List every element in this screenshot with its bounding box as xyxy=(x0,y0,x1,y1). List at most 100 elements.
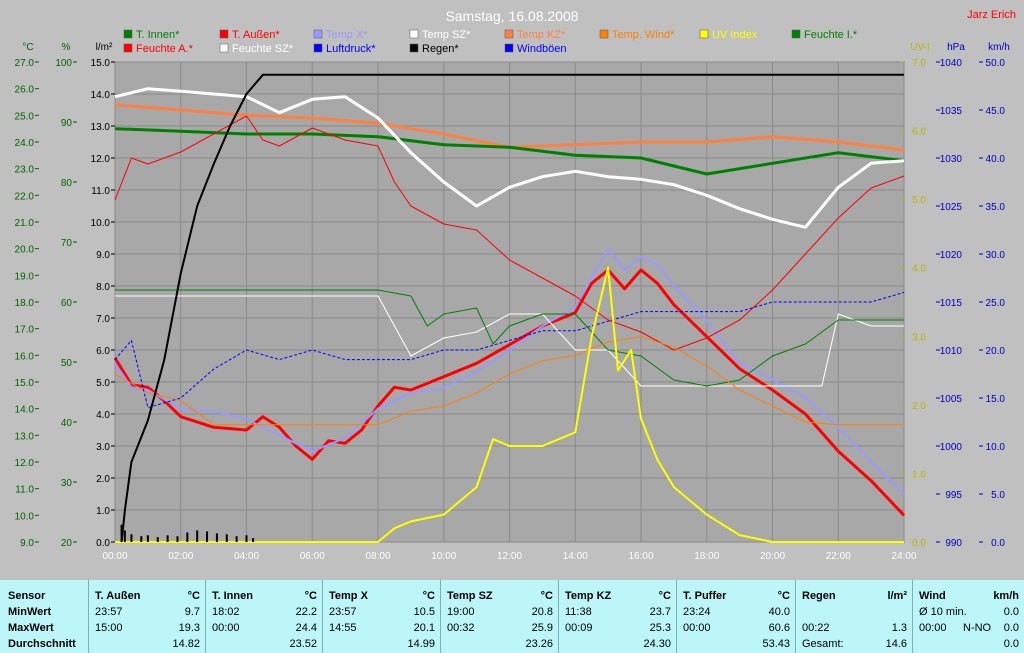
axis-tick-label: 1025 xyxy=(940,202,963,213)
legend-label: Windböen xyxy=(517,43,567,55)
axis-tick-label: 10.0 xyxy=(91,218,111,229)
max-row: 00:09 25.3 xyxy=(565,620,671,636)
author-label: Jarz Erich xyxy=(967,9,1016,21)
axis-tick-label: 9.0 xyxy=(20,538,34,549)
x-tick-label: 12:00 xyxy=(497,551,522,562)
axis-tick-label: 2.0 xyxy=(912,401,926,412)
axis-tick-label: 1040 xyxy=(940,58,963,69)
axis-tick-label: 27.0 xyxy=(15,58,35,69)
cell-value: 25.3 xyxy=(649,622,671,634)
axis-tick-label: 1000 xyxy=(940,442,963,453)
avg-row: 14.82 xyxy=(95,636,200,652)
sensor-unit: °C xyxy=(304,590,317,602)
series-line xyxy=(115,73,904,543)
series-line xyxy=(115,266,904,543)
axis-tick-label: 26.0 xyxy=(15,85,35,96)
axis-tick-label: 15.0 xyxy=(986,394,1006,405)
cell-time: 00:22 xyxy=(802,622,830,634)
axis-tick-label: 20.0 xyxy=(15,245,35,256)
cell-time: 18:02 xyxy=(212,606,240,618)
min-row: 18:02 22.2 xyxy=(212,604,317,620)
axis-tick-label: 22.0 xyxy=(15,191,35,202)
series-line xyxy=(114,336,904,426)
legend-swatch xyxy=(599,29,609,39)
cell-value: 23.26 xyxy=(525,638,553,650)
stats-column: Regen l/m² 00:22 1.3 Gesamt: 14.6 xyxy=(795,580,913,653)
legend-swatch xyxy=(313,29,323,39)
series-line xyxy=(113,268,906,517)
max-row: 00:22 1.3 xyxy=(802,620,907,636)
min-row: 23:57 9.7 xyxy=(95,604,200,620)
axis-tick-label: 1030 xyxy=(940,154,963,165)
min-row xyxy=(802,604,907,620)
legend-label: Feuchte I.* xyxy=(804,29,858,41)
axis-tick-label: 1035 xyxy=(940,106,963,117)
min-row: Ø 10 min. 0.0 xyxy=(919,604,1019,620)
axis-tick-label: 12.0 xyxy=(91,154,111,165)
cell-value: 9.7 xyxy=(184,606,200,618)
x-tick-label: 14:00 xyxy=(563,551,588,562)
sensor-unit: °C xyxy=(540,590,553,602)
max-row: 00:00 60.6 xyxy=(683,620,790,636)
axis-tick-label: 15.0 xyxy=(91,58,111,69)
axis-unit: UV-I xyxy=(910,42,929,53)
max-row: 00:00 24.4 xyxy=(212,620,317,636)
min-row: 19:00 20.8 xyxy=(447,604,553,620)
axis-unit: km/h xyxy=(988,42,1010,53)
column-header: Temp SZ °C xyxy=(447,588,553,604)
cell-value: 60.6 xyxy=(768,622,790,634)
legend-swatch xyxy=(219,43,229,53)
sensor-unit: km/h xyxy=(993,590,1019,602)
column-header: Temp KZ °C xyxy=(565,588,671,604)
cell-value: 1.3 xyxy=(891,622,907,634)
sensor-name: T. Außen xyxy=(95,590,141,602)
axis-tick-label: 6.0 xyxy=(912,127,926,138)
sensor-name: Regen xyxy=(802,590,836,602)
sensor-name: Temp X xyxy=(329,590,368,602)
axis-tick-label: 40.0 xyxy=(986,154,1006,165)
axis-unit: hPa xyxy=(947,42,965,53)
legend-swatch xyxy=(123,29,133,39)
axis-tick-label: 50 xyxy=(61,358,73,369)
axis-unit: °C xyxy=(22,42,33,53)
min-row: 11:38 23.7 xyxy=(565,604,671,620)
cell-time: 15:00 xyxy=(95,622,123,634)
axis-tick-label: 6.0 xyxy=(96,346,110,357)
series-line xyxy=(115,295,904,387)
wind-direction: N-NO xyxy=(963,622,992,634)
axis-tick-label: 13.0 xyxy=(15,431,35,442)
axis-tick-label: 5.0 xyxy=(991,490,1005,501)
cell-value: 19.3 xyxy=(178,622,200,634)
min-row: 23:57 10.5 xyxy=(329,604,435,620)
series-line xyxy=(114,87,905,229)
legend-swatch xyxy=(791,29,801,39)
axis-tick-label: 30 xyxy=(61,478,73,489)
cell-value: 53.43 xyxy=(762,638,790,650)
axis-tick-label: 5.0 xyxy=(912,195,926,206)
cell-value: 14.82 xyxy=(172,638,200,650)
stats-column: Temp SZ °C 19:00 20.8 00:32 25.9 23.26 xyxy=(440,580,559,653)
cell-value: 24.30 xyxy=(643,638,671,650)
cell-time: 00:09 xyxy=(565,622,593,634)
avg-row: 23.52 xyxy=(212,636,317,652)
stats-column: T. Innen °C 18:02 22.2 00:00 24.4 23.52 xyxy=(205,580,323,653)
legend-label: Feuchte A.* xyxy=(136,43,194,55)
cell-value: 0.0 xyxy=(1003,606,1019,618)
legend-label: Regen* xyxy=(422,43,459,55)
avg-row: Gesamt: 14.6 xyxy=(802,636,907,652)
row-label-max: MaxWert xyxy=(8,622,54,634)
stats-column: Wind km/h Ø 10 min. 0.0 00:00 0.0 N-NO 0.0 xyxy=(912,580,1024,653)
axis-tick-label: 12.0 xyxy=(15,458,35,469)
axis-tick-label: 0.0 xyxy=(912,538,926,549)
axis-tick-label: 16.0 xyxy=(15,351,35,362)
axis-tick-label: 7.0 xyxy=(96,314,110,325)
sensor-unit: °C xyxy=(777,590,790,602)
axis-tick-label: 1015 xyxy=(940,298,963,309)
column-header: T. Puffer °C xyxy=(683,588,790,604)
legend-label: T. Innen* xyxy=(136,29,180,41)
axis-unit: l/m² xyxy=(96,42,113,53)
x-tick-label: 06:00 xyxy=(300,551,325,562)
legend-swatch xyxy=(504,43,514,53)
axis-tick-label: 20.0 xyxy=(986,346,1006,357)
axis-tick-label: 5.0 xyxy=(96,378,110,389)
